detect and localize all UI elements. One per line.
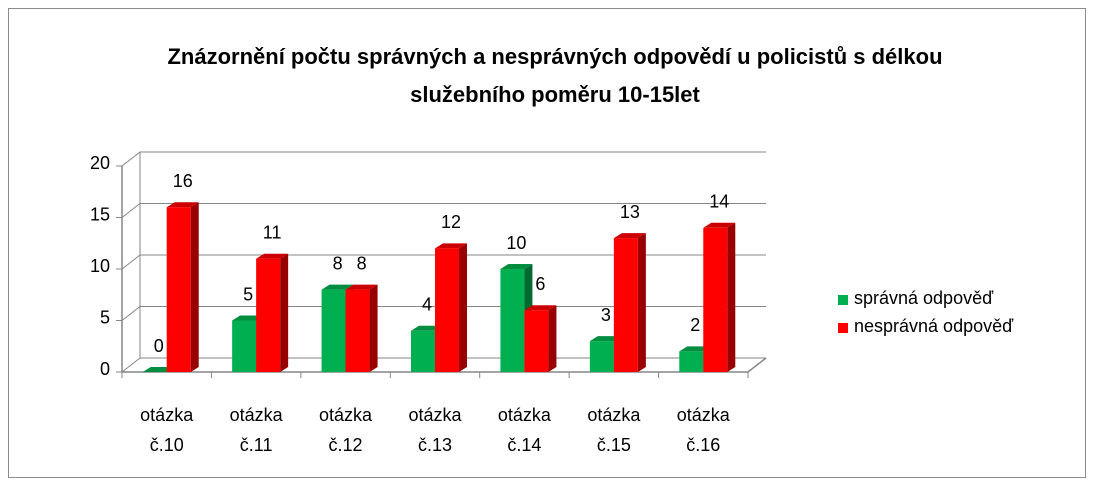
y-tick-label: 5 — [100, 307, 110, 327]
bar-top — [500, 264, 533, 269]
data-label: 11 — [263, 222, 282, 242]
bar-side — [190, 202, 199, 372]
bar-side — [280, 253, 289, 372]
bar-front — [524, 310, 549, 372]
bar-top — [524, 305, 557, 311]
bar-side — [369, 284, 378, 372]
data-label: 5 — [243, 284, 253, 304]
x-tick-label: otázka č.12 — [319, 405, 373, 455]
bar-top — [345, 284, 378, 290]
data-label: 13 — [620, 202, 640, 222]
bar — [166, 202, 199, 372]
grid-line — [121, 203, 766, 218]
data-label: 12 — [441, 212, 461, 232]
bar-front — [703, 227, 728, 372]
bar — [524, 305, 557, 372]
y-tick-label: 0 — [100, 359, 110, 379]
x-tick-label: otázka č.15 — [587, 405, 641, 455]
bar-top — [613, 233, 646, 239]
bar-top — [703, 222, 736, 228]
data-label: 10 — [506, 233, 526, 253]
bar-front — [589, 341, 614, 372]
y-tick-label: 10 — [90, 256, 110, 276]
bar-top — [256, 253, 289, 259]
grid-line — [121, 151, 766, 167]
data-label: 14 — [709, 192, 729, 212]
data-label: 8 — [333, 253, 343, 273]
bar-side — [548, 305, 557, 372]
bar-side — [727, 222, 736, 372]
bar — [435, 243, 467, 372]
bar — [613, 233, 646, 372]
bar — [256, 253, 289, 372]
bar-front — [435, 248, 459, 372]
data-label: 3 — [601, 305, 611, 325]
grid-line — [121, 306, 766, 321]
bar-side — [637, 233, 646, 372]
bar-front — [411, 330, 435, 372]
legend-swatch — [838, 295, 848, 305]
legend-label: nesprávná odpověď — [854, 316, 1014, 336]
legend-swatch — [838, 323, 848, 333]
x-tick-label: otázka č.13 — [408, 405, 462, 455]
x-tick-label: otázka č.16 — [676, 405, 730, 455]
data-label: 6 — [535, 274, 545, 294]
x-tick-label: otázka č.11 — [229, 405, 283, 455]
data-label: 4 — [422, 295, 432, 315]
data-label: 8 — [357, 253, 367, 273]
legend-label: správná odpověď — [854, 288, 994, 308]
y-tick-label: 15 — [90, 204, 110, 224]
bar-front — [321, 289, 346, 372]
bar-front — [232, 320, 257, 372]
bar-side — [459, 243, 467, 372]
data-label: 16 — [173, 171, 193, 191]
x-tick-label: otázka č.10 — [140, 405, 194, 455]
bar — [703, 222, 736, 372]
data-label: 0 — [154, 336, 164, 356]
bar-top — [321, 284, 354, 290]
bar-front — [679, 351, 704, 372]
bar-front — [256, 258, 281, 372]
bar-front — [613, 238, 638, 372]
bar-top — [166, 202, 199, 208]
bar-front — [166, 207, 191, 372]
bar-front — [500, 269, 525, 372]
bar-top — [435, 243, 467, 249]
data-label: 2 — [690, 315, 700, 335]
bar-front — [345, 289, 370, 372]
grid-line — [121, 357, 766, 373]
chart-frame — [8, 8, 1086, 478]
grid-line — [121, 254, 766, 270]
x-tick-label: otázka č.14 — [497, 405, 551, 455]
y-tick-label: 20 — [90, 153, 110, 173]
chart-title: Znázornění počtu správných a nesprávných… — [167, 44, 943, 107]
bar — [345, 284, 378, 372]
